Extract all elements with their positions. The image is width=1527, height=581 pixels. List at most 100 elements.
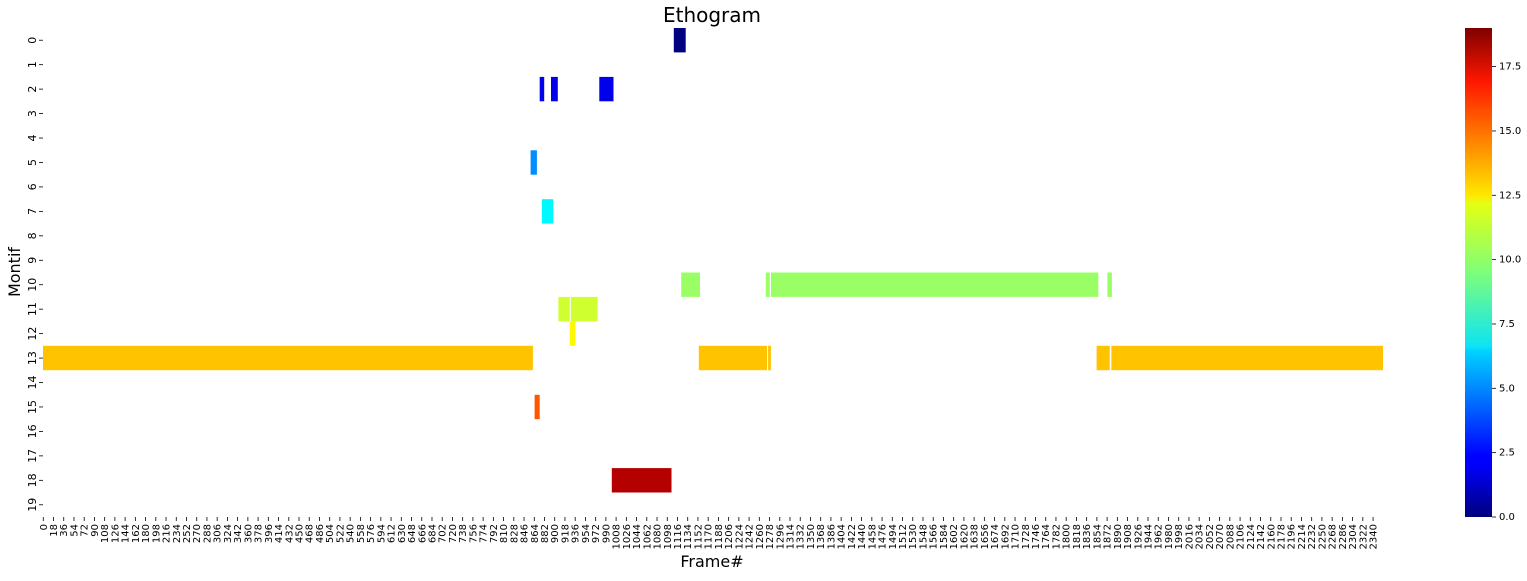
x-tick-label: 846 <box>520 524 531 543</box>
x-tick-label: 2340 <box>1369 524 1380 549</box>
x-tick-label: 2286 <box>1338 524 1349 549</box>
x-tick-label: 1548 <box>918 524 929 549</box>
x-tick-label: 288 <box>202 524 213 543</box>
x-tick-label: 1692 <box>1000 524 1011 549</box>
x-tick-label: 378 <box>254 524 265 543</box>
x-tick-label: 1134 <box>683 524 694 549</box>
x-tick-label: 1296 <box>775 524 786 549</box>
colorbar-tick-label: 10.0 <box>1499 255 1521 266</box>
x-tick-label: 1584 <box>939 524 950 549</box>
x-tick-label: 198 <box>151 524 162 543</box>
x-tick-label: 1530 <box>908 524 919 549</box>
x-tick-label: 1116 <box>673 524 684 549</box>
x-tick-label: 1152 <box>693 524 704 549</box>
x-tick-label: 648 <box>407 524 418 543</box>
x-tick-label: 792 <box>489 524 500 543</box>
x-tick-label: 1386 <box>826 524 837 549</box>
heatmap-cell-motif-11-10 <box>558 296 570 322</box>
y-tick-label: 7 <box>26 208 39 215</box>
y-tick-label: 1 <box>26 61 39 68</box>
x-tick-label: 2322 <box>1358 524 1369 549</box>
colorbar-gradient <box>1465 28 1492 517</box>
x-tick-label: 756 <box>468 524 479 543</box>
colorbar-tick-label: 2.5 <box>1499 448 1515 459</box>
y-tick-label: 6 <box>26 183 39 190</box>
colorbar-tick-label: 5.0 <box>1499 383 1515 394</box>
x-tick-label: 1332 <box>796 524 807 549</box>
x-tick-label: 2070 <box>1215 524 1226 549</box>
x-tick-label: 126 <box>110 524 121 543</box>
y-axis-label: Montif <box>5 247 24 297</box>
x-tick-label: 2304 <box>1348 524 1359 549</box>
x-axis-ticks: 0 18 36 54 72 90 108 126 144 162 180 198 216 234 252 27… <box>39 517 1380 549</box>
x-tick-label: 1872 <box>1103 524 1114 549</box>
x-tick-label: 0 <box>39 524 50 530</box>
heatmap-cell-motif-15-18 <box>534 394 540 420</box>
x-tick-label: 216 <box>162 524 173 543</box>
y-tick-label: 19 <box>26 498 39 512</box>
x-tick-label: 72 <box>80 524 91 537</box>
x-tick-label: 558 <box>356 524 367 543</box>
x-tick-label: 1350 <box>806 524 817 549</box>
x-tick-label: 1602 <box>949 524 960 549</box>
x-tick-label: 1440 <box>857 524 868 549</box>
x-tick-label: 972 <box>591 524 602 543</box>
y-tick-label: 12 <box>26 327 39 341</box>
colorbar-tick-label: 12.5 <box>1499 190 1521 201</box>
x-tick-label: 1764 <box>1041 524 1052 549</box>
heatmap-cell-motif-12-12 <box>569 321 576 346</box>
x-tick-label: 54 <box>69 524 80 537</box>
x-tick-label: 2232 <box>1307 524 1318 549</box>
x-tick-label: 1044 <box>632 524 643 549</box>
y-tick-label: 5 <box>26 159 39 166</box>
x-tick-label: 504 <box>325 524 336 543</box>
heatmap-cell-motif-2-3 <box>599 76 614 102</box>
x-tick-label: 918 <box>560 524 571 543</box>
x-tick-label: 486 <box>315 524 326 543</box>
heatmap-cell-motif-2-1 <box>539 76 545 102</box>
x-tick-label: 450 <box>295 524 306 543</box>
x-tick-label: 2268 <box>1328 524 1339 549</box>
x-tick-label: 270 <box>192 524 203 543</box>
x-tick-label: 324 <box>223 524 234 543</box>
x-tick-label: 684 <box>427 524 438 543</box>
x-tick-label: 396 <box>264 524 275 543</box>
x-tick-label: 1170 <box>704 524 715 549</box>
heatmap-cell-motif-13-13 <box>43 345 533 371</box>
x-tick-label: 594 <box>376 524 387 543</box>
x-tick-label: 234 <box>172 524 183 543</box>
y-tick-label: 10 <box>26 278 39 292</box>
heatmap-cell-motif-13-16 <box>1096 345 1110 371</box>
x-tick-label: 468 <box>305 524 316 543</box>
heatmap-cell-motif-7-5 <box>541 199 554 224</box>
x-tick-label: 432 <box>284 524 295 543</box>
heatmap-cell-motif-11-11 <box>570 296 598 322</box>
colorbar <box>1465 28 1492 517</box>
x-tick-label: 1818 <box>1072 524 1083 549</box>
colorbar-tick-label: 7.5 <box>1499 319 1515 330</box>
x-tick-label: 1746 <box>1031 524 1042 549</box>
x-tick-label: 1260 <box>755 524 766 549</box>
x-tick-label: 2088 <box>1225 524 1236 549</box>
x-tick-label: 1980 <box>1164 524 1175 549</box>
x-tick-label: 306 <box>213 524 224 543</box>
heatmap-cell-motif-13-15 <box>768 345 771 371</box>
heatmap-cell-motif-10-6 <box>681 272 700 297</box>
y-tick-label: 11 <box>26 302 39 316</box>
colorbar-tick-label: 0.0 <box>1499 512 1515 523</box>
x-tick-label: 1620 <box>959 524 970 549</box>
x-tick-label: 2214 <box>1297 524 1308 549</box>
x-tick-label: 1782 <box>1051 524 1062 549</box>
x-tick-label: 108 <box>100 524 111 543</box>
x-tick-label: 18 <box>49 524 60 537</box>
x-tick-label: 252 <box>182 524 193 543</box>
x-tick-label: 1242 <box>745 524 756 549</box>
x-tick-label: 1026 <box>622 524 633 549</box>
x-tick-label: 1224 <box>734 524 745 549</box>
x-tick-label: 2142 <box>1256 524 1267 549</box>
x-tick-label: 1098 <box>663 524 674 549</box>
x-tick-label: 1080 <box>653 524 664 549</box>
y-tick-label: 16 <box>26 424 39 438</box>
